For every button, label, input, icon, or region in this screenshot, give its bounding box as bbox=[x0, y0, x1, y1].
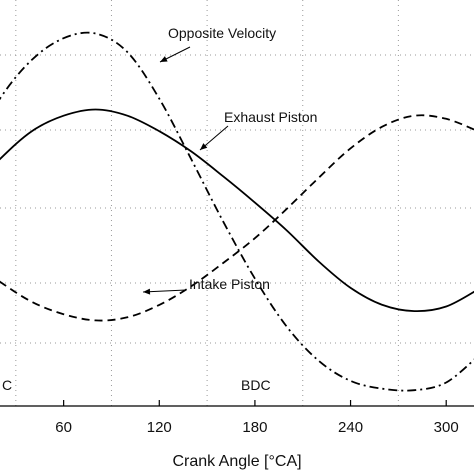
x-tick-label: 300 bbox=[434, 419, 459, 436]
x-tick-label: 240 bbox=[338, 419, 363, 436]
x-tick-label: 60 bbox=[55, 419, 72, 436]
series-line-exhaust-piston bbox=[0, 108, 474, 313]
leader-intake-piston-arrowhead bbox=[143, 288, 151, 295]
leader-opposite-velocity-arrowhead bbox=[160, 56, 168, 62]
series-line-opposite-velocity bbox=[0, 31, 474, 392]
annotation-bdc: BDC bbox=[241, 377, 271, 393]
annotation-tdc: C bbox=[2, 377, 12, 393]
x-ticks: 60 120 180 240 300 bbox=[55, 400, 459, 436]
annotation-opposite-velocity: Opposite Velocity bbox=[168, 25, 276, 41]
leader-intake-piston bbox=[142, 289, 187, 293]
x-tick-label: 120 bbox=[147, 419, 172, 436]
annotation-intake-piston: Intake Piston bbox=[189, 276, 270, 292]
grid bbox=[0, 0, 474, 406]
leader-exhaust-piston-arrowhead bbox=[200, 143, 208, 150]
series-line-intake-piston bbox=[0, 114, 474, 322]
annotations: Opposite Velocity Exhaust Piston Intake … bbox=[2, 25, 317, 393]
annotation-exhaust-piston: Exhaust Piston bbox=[224, 109, 317, 125]
series-layer bbox=[0, 31, 474, 392]
x-axis-label: Crank Angle [°CA] bbox=[172, 453, 301, 470]
x-tick-label: 180 bbox=[242, 419, 267, 436]
